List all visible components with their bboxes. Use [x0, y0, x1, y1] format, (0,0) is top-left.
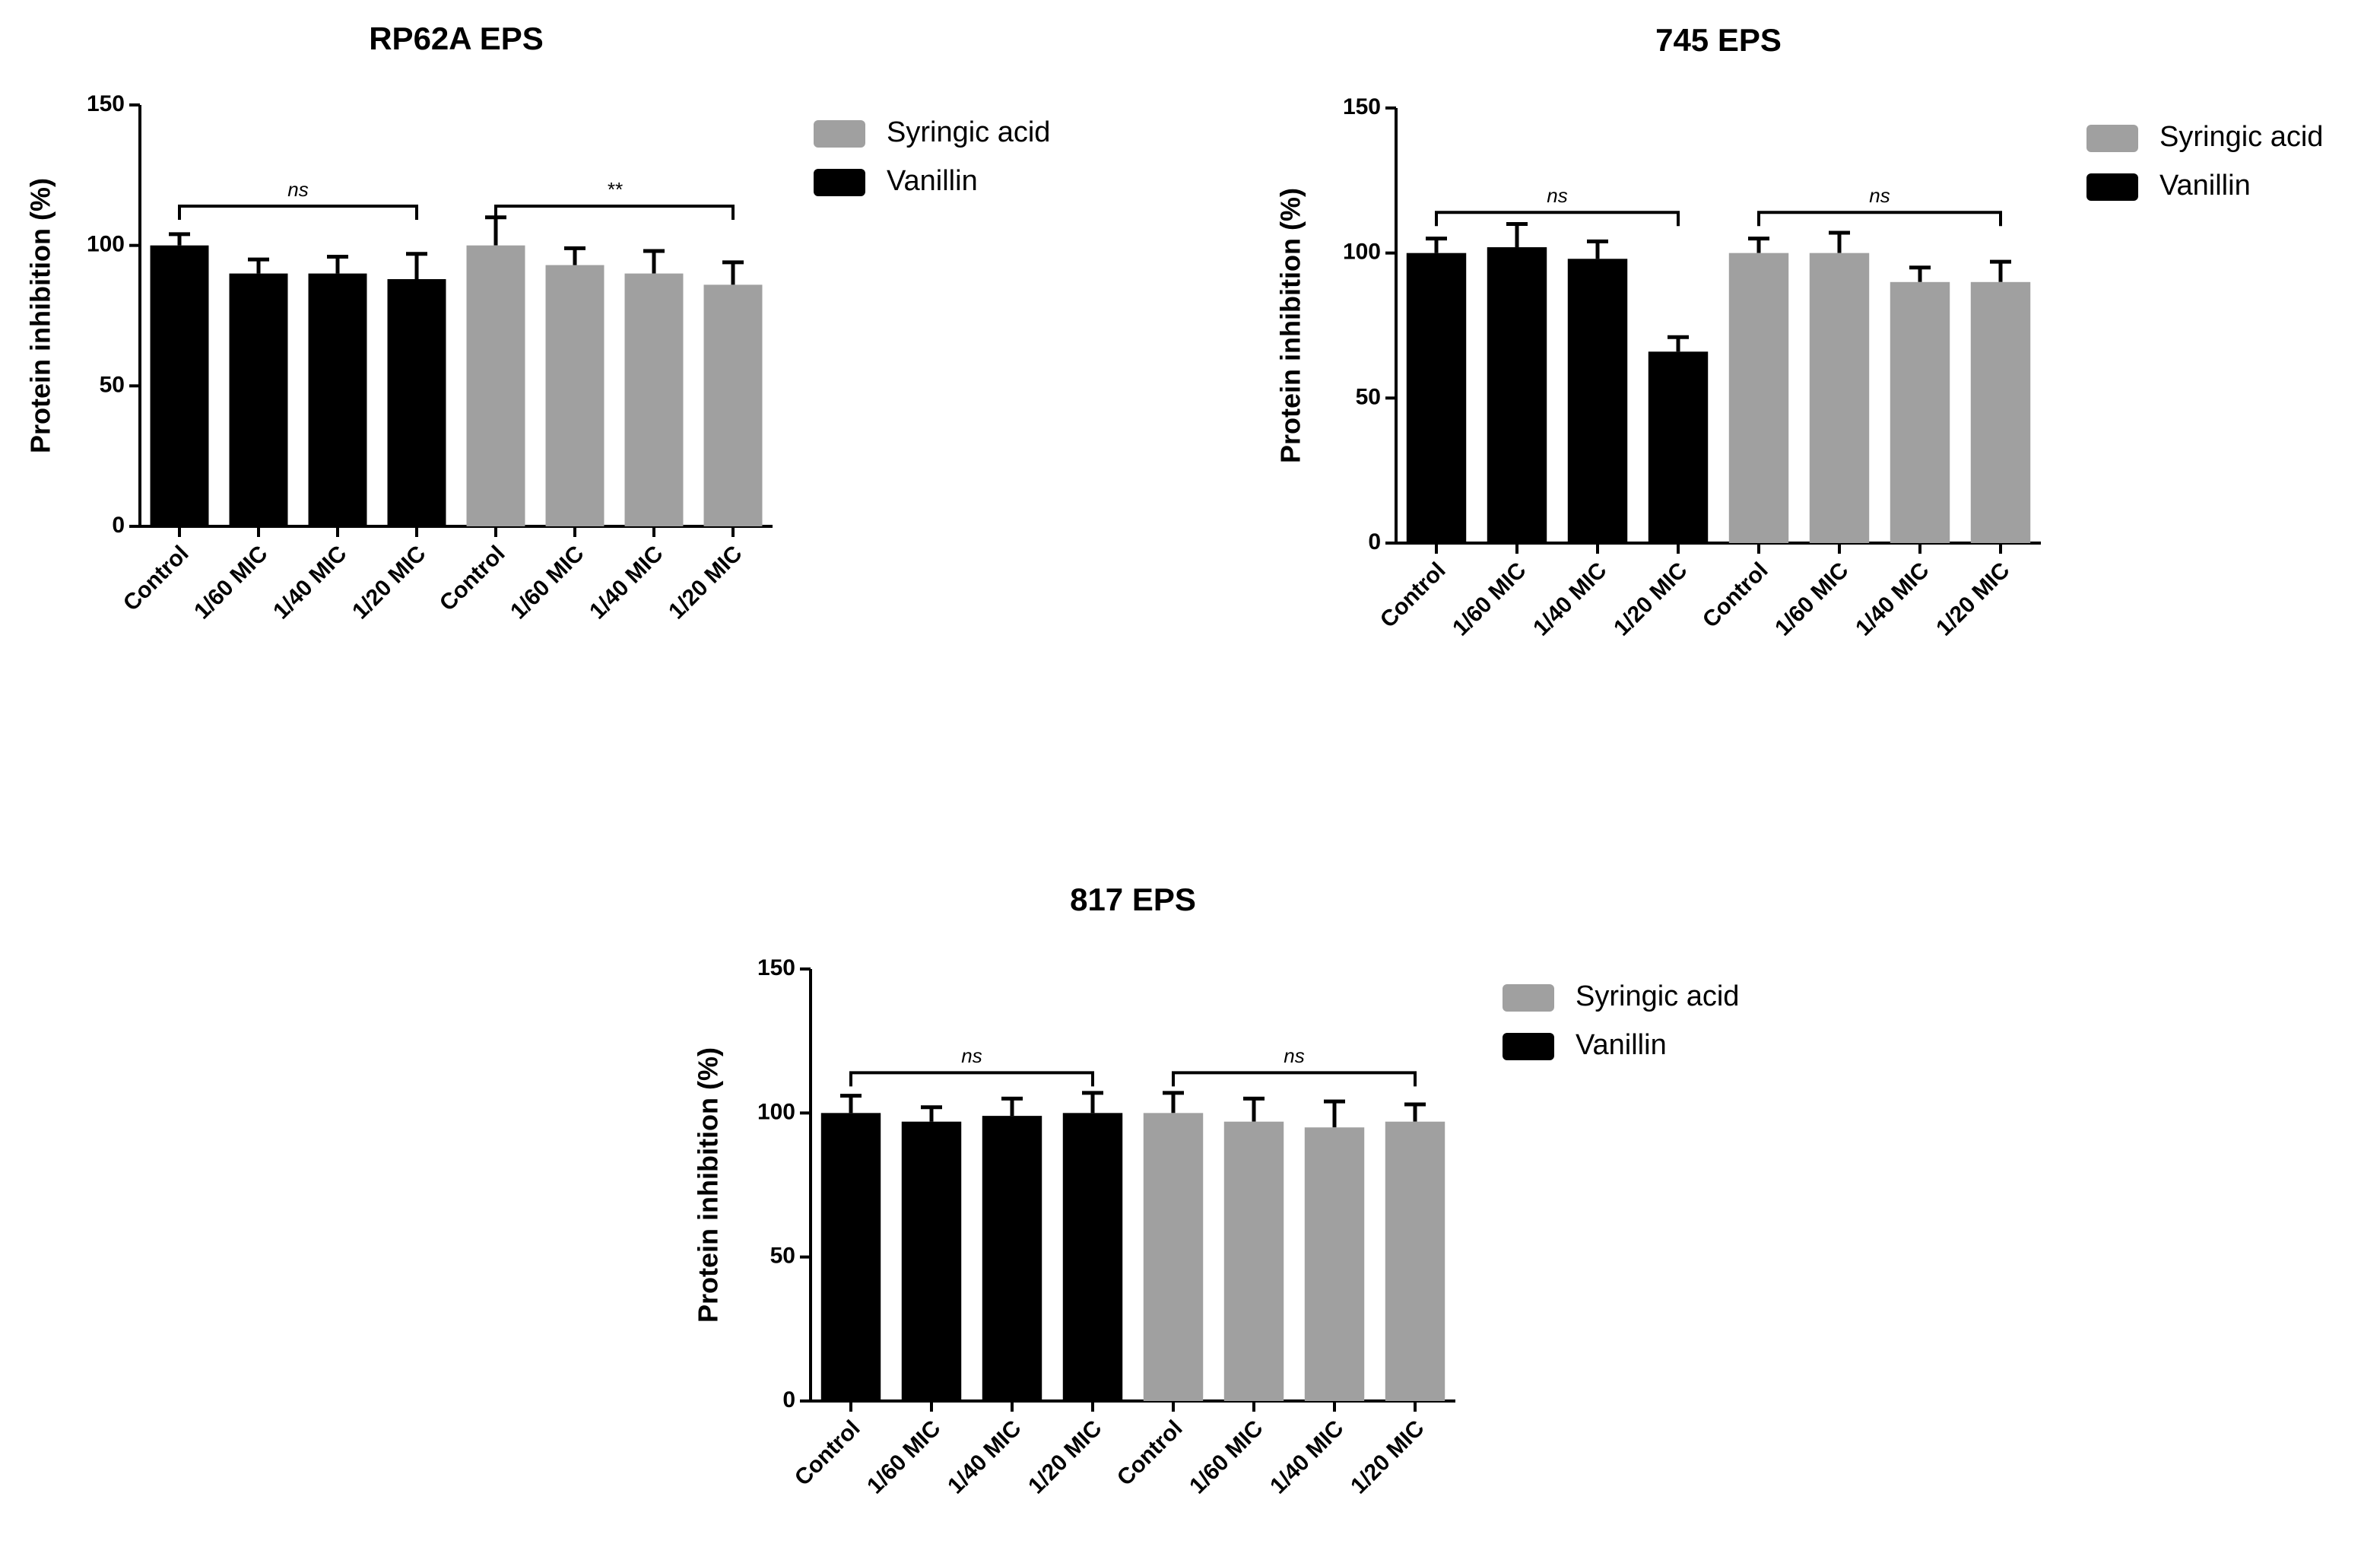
bar: [1890, 281, 1950, 543]
bar: [1304, 1127, 1365, 1401]
x-tick-label: Control: [1698, 558, 1773, 633]
significance-label: ns: [287, 178, 308, 201]
y-tick-label: 100: [87, 232, 125, 257]
legend-swatch: [814, 120, 865, 148]
x-tick-label: 1/60 MIC: [1185, 1415, 1268, 1498]
x-tick-label: Control: [435, 541, 510, 616]
x-tick-label: 1/20 MIC: [1023, 1415, 1106, 1498]
y-tick-label: 50: [1356, 384, 1381, 409]
bar: [1809, 253, 1870, 543]
bar: [1567, 259, 1628, 543]
significance-label: ns: [961, 1044, 982, 1067]
bar: [466, 245, 525, 526]
bar: [1648, 351, 1709, 543]
legend-label: Syringic acid: [2159, 121, 2323, 153]
bar: [1728, 253, 1789, 543]
x-tick-label: Control: [1112, 1415, 1188, 1491]
bar: [229, 273, 288, 526]
y-axis-label: Protein inhibition (%): [1275, 188, 1306, 463]
legend-swatch: [1503, 1033, 1554, 1060]
chart-title: RP62A EPS: [369, 21, 544, 56]
x-tick-label: 1/20 MIC: [1346, 1415, 1429, 1498]
chart: 745 EPS Protein inhibition (%) 0 50 100 150 Co…: [1275, 22, 2324, 641]
x-tick-label: 1/20 MIC: [1609, 558, 1692, 640]
y-tick-label: 0: [782, 1387, 795, 1412]
bar: [1385, 1121, 1445, 1401]
significance-bracket: [178, 204, 418, 220]
legend-label: Syringic acid: [887, 116, 1050, 148]
y-tick-label: 100: [757, 1099, 795, 1124]
x-tick-label: 1/40 MIC: [1528, 558, 1611, 640]
y-tick-label: 0: [112, 513, 125, 538]
bar: [1406, 253, 1467, 543]
y-tick-label: 150: [87, 91, 125, 116]
x-tick-label: Control: [790, 1415, 865, 1491]
bar: [545, 265, 605, 526]
y-tick-label: 50: [770, 1244, 795, 1269]
x-tick-label: 1/40 MIC: [1265, 1415, 1348, 1498]
x-tick-label: 1/40 MIC: [585, 541, 668, 624]
legend-label: Vanillin: [2159, 170, 2251, 202]
chart: RP62A EPS Protein inhibition (%) 0 50 100 150…: [25, 21, 1051, 624]
x-tick-label: Control: [119, 541, 194, 616]
x-tick-label: Control: [1376, 558, 1451, 633]
bar: [1487, 247, 1547, 543]
bar: [982, 1116, 1042, 1401]
legend-swatch: [2086, 125, 2138, 152]
bar: [387, 278, 446, 526]
y-tick-label: 150: [1343, 94, 1381, 119]
x-tick-label: 1/20 MIC: [1931, 558, 2014, 640]
bar: [624, 273, 684, 526]
significance-bracket: [1435, 211, 1680, 227]
y-tick-label: 100: [1343, 240, 1381, 265]
y-tick-label: 150: [757, 955, 795, 980]
x-tick-label: 1/40 MIC: [943, 1415, 1026, 1498]
bar: [1223, 1121, 1284, 1401]
legend-label: Vanillin: [887, 165, 978, 197]
legend-label: Vanillin: [1576, 1029, 1667, 1061]
legend-swatch: [2086, 173, 2138, 201]
chart-title: 817 EPS: [1070, 882, 1196, 917]
x-tick-label: 1/60 MIC: [862, 1415, 945, 1498]
significance-label: ns: [1869, 184, 1890, 207]
x-tick-label: 1/60 MIC: [506, 541, 589, 624]
chart: 817 EPS Protein inhibition (%) 0 50 100 150 Co…: [693, 882, 1740, 1499]
legend-swatch: [814, 169, 865, 196]
y-axis-label: Protein inhibition (%): [25, 178, 56, 453]
significance-bracket: [849, 1071, 1094, 1087]
y-tick-label: 50: [100, 372, 125, 397]
bar: [820, 1113, 881, 1401]
bar: [1970, 281, 2031, 543]
x-tick-label: 1/40 MIC: [1851, 558, 1934, 640]
x-tick-label: 1/60 MIC: [1770, 558, 1853, 640]
significance-bracket: [494, 204, 735, 220]
bar: [150, 245, 209, 526]
x-tick-label: 1/20 MIC: [347, 541, 430, 624]
bar: [308, 273, 367, 526]
bar: [703, 284, 763, 526]
significance-label: ns: [1547, 184, 1567, 207]
significance-label: ns: [1284, 1044, 1304, 1067]
significance-bracket: [1172, 1071, 1417, 1087]
x-tick-label: 1/20 MIC: [664, 541, 747, 624]
bar: [1143, 1113, 1204, 1401]
x-tick-label: 1/60 MIC: [189, 541, 272, 624]
significance-bracket: [1757, 211, 2002, 227]
significance-label: **: [607, 178, 623, 201]
legend-label: Syringic acid: [1576, 980, 1739, 1012]
x-tick-label: 1/60 MIC: [1448, 558, 1531, 640]
bar: [1062, 1113, 1123, 1401]
y-tick-label: 0: [1368, 529, 1381, 554]
legend-swatch: [1503, 984, 1554, 1012]
x-tick-label: 1/40 MIC: [268, 541, 351, 624]
bar: [901, 1121, 962, 1401]
chart-title: 745 EPS: [1655, 22, 1782, 58]
y-axis-label: Protein inhibition (%): [693, 1047, 724, 1323]
